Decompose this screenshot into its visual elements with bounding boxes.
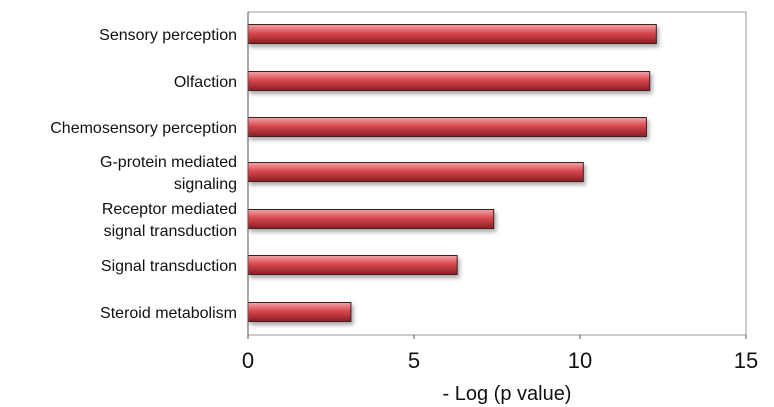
category-label-line: Sensory perception [99, 27, 237, 44]
x-axis-ticks: 0 5 10 15 [242, 335, 758, 373]
category-label-line: Chemosensory perception [50, 120, 237, 137]
x-tick-label-1: 5 [408, 348, 420, 373]
bar-0 [247, 24, 657, 44]
category-label-line: signal transduction [104, 223, 237, 240]
bar-6 [247, 302, 352, 322]
category-label-0: Sensory perception [99, 27, 237, 44]
bar-2 [247, 117, 647, 137]
x-tick-label-0: 0 [242, 348, 254, 373]
category-label-line: signaling [174, 176, 237, 193]
x-tick-label-3: 15 [734, 348, 758, 373]
bar-4 [247, 209, 495, 229]
bar-1 [247, 71, 651, 91]
category-label-4: Receptor mediated signal transduction [102, 201, 237, 240]
x-axis-title: - Log (p value) [443, 383, 572, 405]
category-label-1: Olfaction [174, 74, 237, 91]
category-label-line: G-protein mediated [100, 154, 237, 171]
category-label-line: Steroid metabolism [100, 305, 237, 322]
category-label-3: G-protein mediated signaling [100, 154, 237, 193]
category-labels: Sensory perception Olfaction Chemosensory … [50, 27, 237, 322]
bar-5 [247, 255, 458, 275]
x-tick-label-2: 10 [568, 348, 592, 373]
category-label-line: Olfaction [174, 74, 237, 91]
category-label-line: Receptor mediated [102, 201, 237, 218]
bar-3 [247, 162, 584, 182]
category-label-2: Chemosensory perception [50, 120, 237, 137]
category-label-line: Signal transduction [101, 258, 237, 275]
category-label-5: Signal transduction [101, 258, 237, 275]
bars-group [247, 24, 657, 322]
category-label-6: Steroid metabolism [100, 305, 237, 322]
